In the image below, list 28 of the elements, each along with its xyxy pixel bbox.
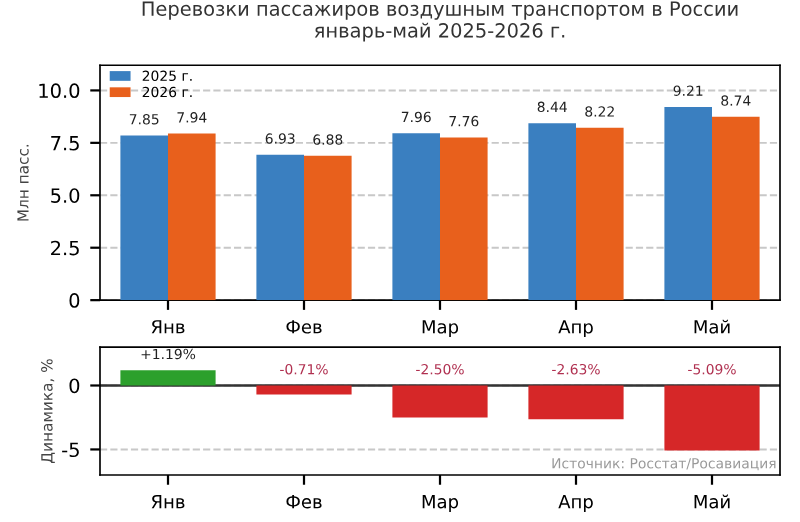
x-tick-label: Янв [151,320,185,334]
bar [392,133,440,301]
y-tick-label: 10.0 [39,83,80,99]
x-tick-label: Апр [558,495,593,512]
x-tick-label: Апр [558,320,593,338]
y-tick-label: 2.5 [51,240,79,256]
bar [120,135,168,301]
x-tick-label: Май [694,494,730,509]
x-tick-label: Янв [151,495,185,509]
x-tick-label: Май [694,319,730,334]
bar [304,155,352,301]
y-tick-label: 0 [69,293,80,308]
bar [256,154,304,301]
y-tick-label: 5.0 [51,188,80,203]
x-tick-label: Фев [286,495,322,509]
bar [576,127,624,301]
bar [664,106,712,301]
y-tick-label: -5 [62,442,79,458]
bar [712,116,760,301]
bar [528,123,576,301]
bar [440,137,488,301]
y-tick-label: 0 [69,378,80,394]
bar [168,133,216,301]
x-tick-label: Мар [422,495,459,512]
chart-title: Перевозки пассажиров воздушным транспортом в России январь-май 2025-2026 г. [142,1,738,42]
x-tick-label: Фев [286,320,322,334]
y-tick-label: 7.5 [51,136,79,151]
x-tick-label: Мар [422,320,459,338]
